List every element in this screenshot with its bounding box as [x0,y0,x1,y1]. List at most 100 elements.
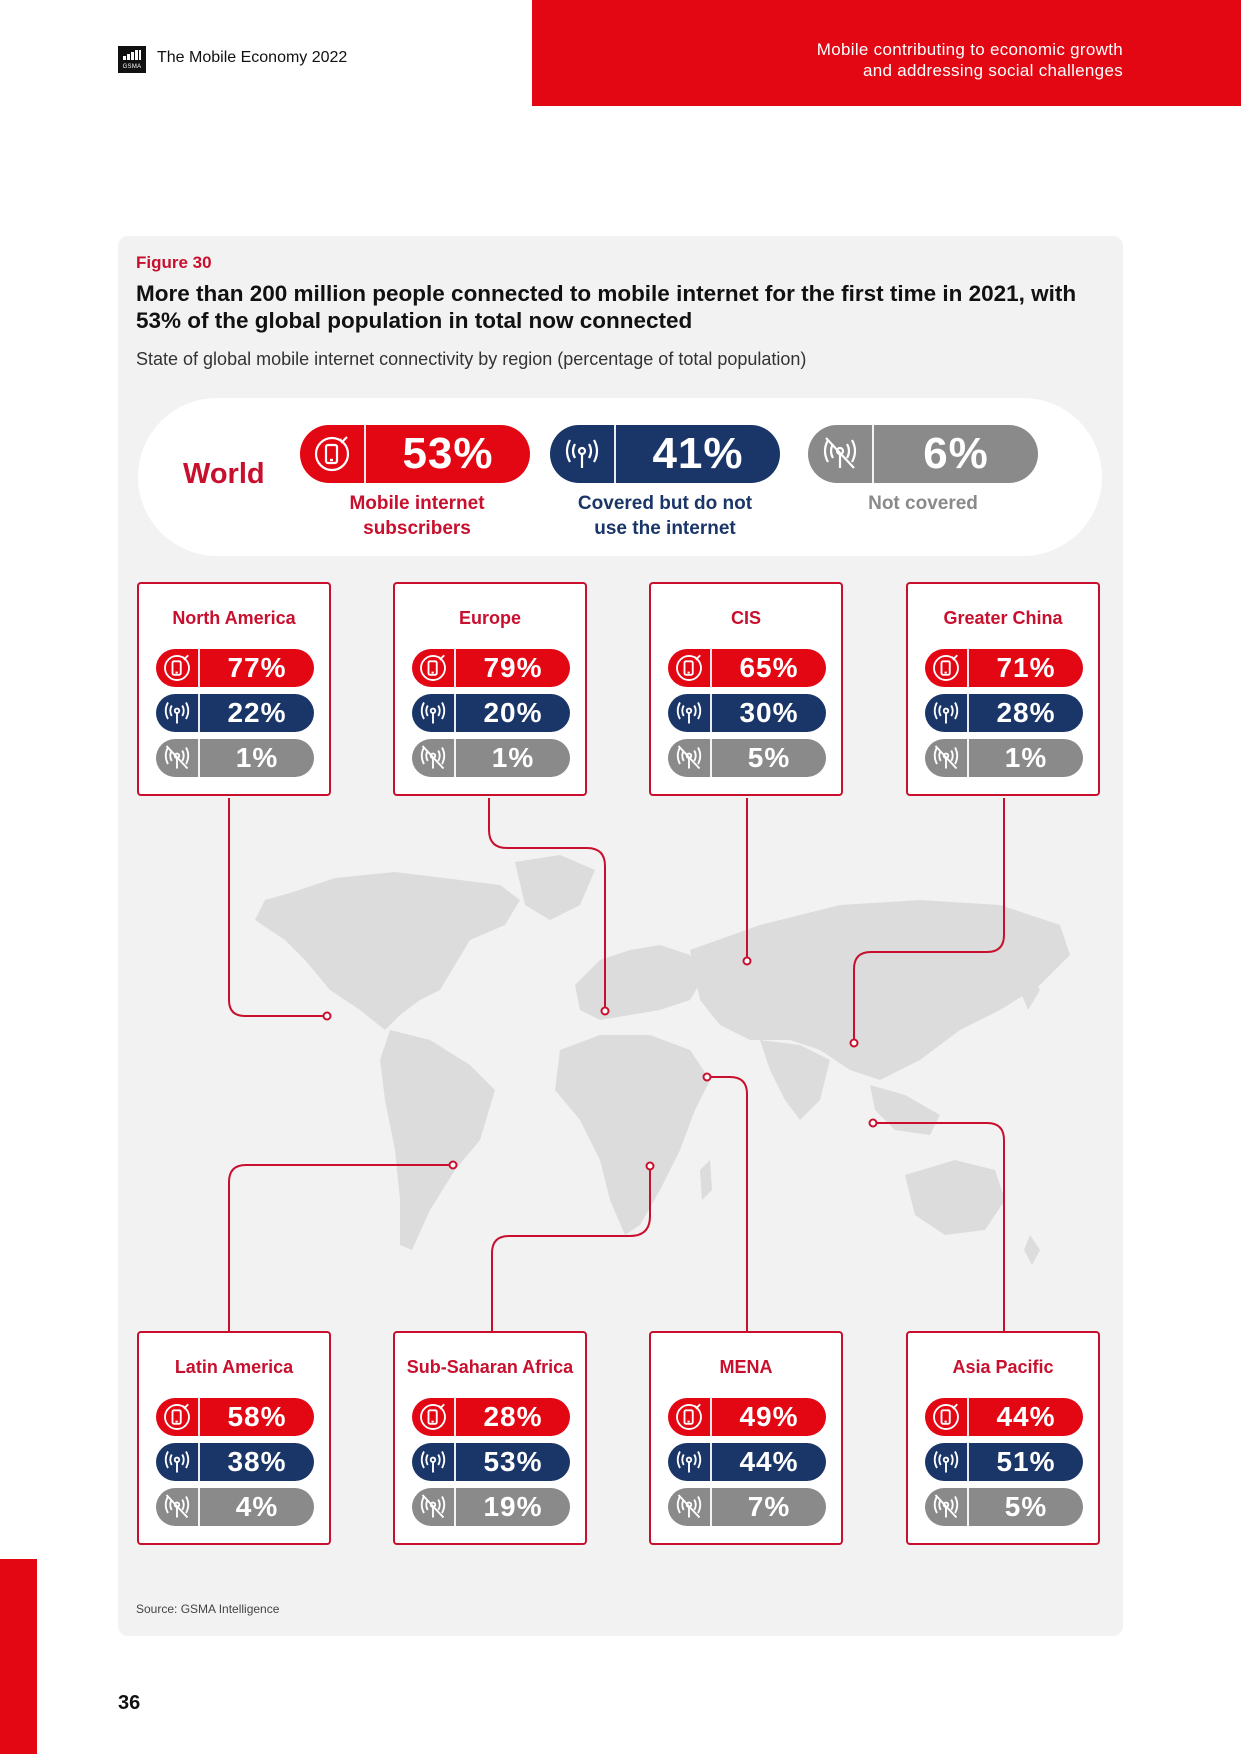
subscribers-pill: 28% [412,1398,570,1436]
map-southeast-asia [870,1085,940,1135]
covered-value: 38% [227,1446,287,1477]
dot-latin-america [448,1160,458,1170]
not-covered-value: 7% [747,1491,791,1522]
not-covered-value: 5% [1004,1491,1048,1522]
subscribers-pill: 79% [412,649,570,687]
mobile-check-icon [156,1398,200,1436]
connector-latin-america [228,1164,453,1331]
mobile-check-icon [925,1398,969,1436]
subscribers-pill: 77% [156,649,314,687]
covered-pill: 20% [412,694,570,732]
document-title: The Mobile Economy 2022 [157,49,348,66]
signal-tower-icon [550,425,616,483]
dot-north-america [322,1011,332,1021]
covered-pill: 22% [156,694,314,732]
dot-europe [600,1006,610,1016]
subscribers-pill: 58% [156,1398,314,1436]
no-signal-icon [808,425,874,483]
subscribers-value: 71% [996,652,1056,683]
world-label: World [183,458,265,490]
connector-dots [322,956,878,1171]
not-covered-value: 1% [1004,742,1048,773]
subscribers-value: 77% [227,652,287,683]
not-covered-pill: 5% [925,1488,1083,1526]
region-card-latin-america: Latin America 58% 38% 4% [137,1331,331,1545]
world-not-covered-pill: 6% [808,425,1038,483]
world-not-covered-caption: Not covered [808,491,1038,516]
figure-subtitle: State of global mobile internet connecti… [136,349,807,369]
covered-pill: 28% [925,694,1083,732]
connector-sub-saharan-africa [491,1166,651,1331]
covered-pill: 44% [668,1443,826,1481]
signal-tower-icon [412,694,456,732]
section-banner [532,0,1241,106]
caption-line: Not covered [868,493,978,514]
dot-cis [742,956,752,966]
signal-tower-icon [668,1443,712,1481]
dot-sub-saharan-africa [645,1161,655,1171]
region-name: North America [172,608,296,628]
signal-tower-icon [156,694,200,732]
logo-text: GSMA [122,64,142,70]
section-title: Mobile contributing to economic growth a… [623,39,1123,81]
covered-pill: 53% [412,1443,570,1481]
signal-tower-icon [156,1443,200,1481]
subscribers-value: 79% [483,652,543,683]
connector-north-america [228,798,327,1017]
no-signal-icon [412,739,456,777]
not-covered-value: 1% [491,742,535,773]
not-covered-pill: 19% [412,1488,570,1526]
map-greenland [515,855,595,920]
caption-line: subscribers [363,518,471,539]
region-name: Asia Pacific [952,1357,1054,1377]
mobile-check-icon [925,649,969,687]
region-card-north-america: North America 77% 22% 1% [137,582,331,796]
mobile-check-icon [668,1398,712,1436]
world-subscribers-pill: 53% [300,425,530,483]
covered-value: 22% [227,697,287,728]
region-card-cis: CIS 65% 30% 5% [649,582,843,796]
map-south-asia [760,1040,830,1120]
subscribers-value: 65% [739,652,799,683]
not-covered-pill: 1% [412,739,570,777]
covered-value: 28% [996,697,1056,728]
region-name: Europe [458,608,521,628]
map-new-zealand [1024,1235,1040,1265]
covered-pill: 30% [668,694,826,732]
world-not-covered-value: 6% [923,429,989,478]
covered-pill: 51% [925,1443,1083,1481]
no-signal-icon [156,1488,200,1526]
covered-value: 51% [996,1446,1056,1477]
covered-value: 44% [739,1446,799,1477]
region-name: Latin America [174,1357,294,1377]
no-signal-icon [668,1488,712,1526]
mobile-check-icon [300,425,366,483]
region-card-sub-saharan-africa: Sub-Saharan Africa 28% 53% 19% [393,1331,587,1545]
map-europe [575,945,705,1020]
subscribers-value: 58% [227,1401,287,1432]
map-japan [1020,975,1040,1010]
mobile-check-icon [156,649,200,687]
subscribers-pill: 49% [668,1398,826,1436]
not-covered-pill: 1% [156,739,314,777]
connector-europe [488,798,606,1010]
connector-greater-china [853,798,1005,1043]
subscribers-pill: 71% [925,649,1083,687]
signal-tower-icon [412,1443,456,1481]
map-australia [905,1160,1005,1235]
mobile-check-icon [668,649,712,687]
map-asia [690,900,1070,1080]
connector-mena [707,1076,748,1331]
map-madagascar [700,1160,712,1200]
caption-line: use the internet [594,518,736,539]
subscribers-value: 28% [483,1401,543,1432]
map-africa [555,1035,710,1235]
no-signal-icon [156,739,200,777]
covered-value: 20% [483,697,543,728]
no-signal-icon [668,739,712,777]
subscribers-pill: 65% [668,649,826,687]
region-name: Greater China [943,608,1063,628]
dot-greater-china [849,1038,859,1048]
region-card-greater-china: Greater China 71% 28% 1% [906,582,1100,796]
